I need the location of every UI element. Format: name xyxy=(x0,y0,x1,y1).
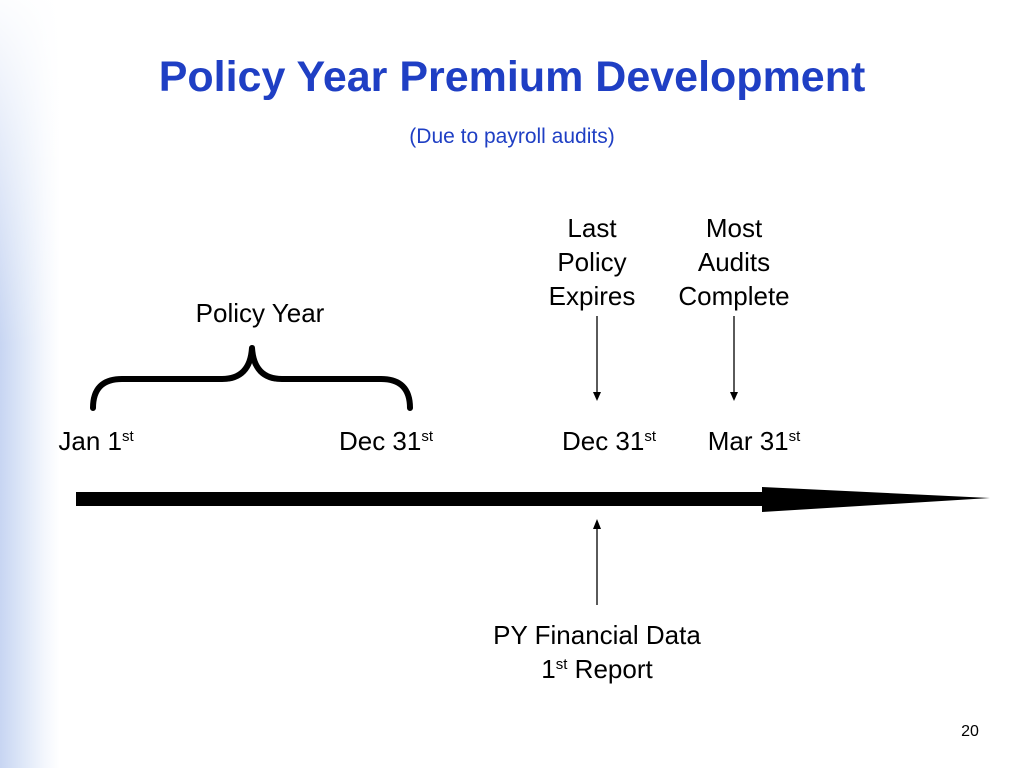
timeline-arrow-head xyxy=(762,487,990,512)
date-jan-1st: Jan 1st xyxy=(44,424,148,458)
report-line-2-rest: Report xyxy=(567,654,653,684)
date-dec-31st-b-suffix: st xyxy=(644,428,657,445)
last-policy-expires-line-3: Expires xyxy=(548,281,636,311)
date-mar-31st-suffix: st xyxy=(788,428,801,445)
last-policy-expires-arrow-head xyxy=(593,392,601,401)
date-jan-1st-text: Jan 1 xyxy=(58,426,122,456)
left-gradient-band-fade xyxy=(0,0,60,768)
py-financial-data-line-2: 1st Report xyxy=(467,652,727,686)
date-jan-1st-suffix: st xyxy=(121,428,134,445)
date-dec-31st-policy-year-end: Dec 31st xyxy=(328,424,444,458)
date-dec-31st-a-suffix: st xyxy=(421,428,434,445)
slide-subtitle: (Due to payroll audits) xyxy=(409,125,615,148)
most-audits-complete-line-1: Most xyxy=(705,213,763,243)
most-audits-complete-arrow-head xyxy=(730,392,738,401)
last-policy-expires-line-1: Last xyxy=(567,213,617,243)
date-dec-31st-a-text: Dec 31 xyxy=(338,426,422,456)
page-number: 20 xyxy=(961,723,979,740)
date-mar-31st-text: Mar 31 xyxy=(707,426,789,456)
most-audits-complete-line-2: Audits xyxy=(697,247,771,277)
slide-title: Policy Year Premium Development xyxy=(158,53,866,101)
last-policy-expires-line-2: Policy xyxy=(557,247,627,277)
py-financial-data-line-1: PY Financial Data xyxy=(493,620,701,650)
py-financial-data-label: PY Financial Data 1st Report xyxy=(467,618,727,686)
policy-year-brace xyxy=(90,345,413,411)
most-audits-complete-label: Most Audits Complete xyxy=(664,211,804,313)
most-audits-complete-line-3: Complete xyxy=(678,281,790,311)
date-dec-31st-b-text: Dec 31 xyxy=(561,426,645,456)
py-financial-data-arrow-head xyxy=(593,519,601,529)
date-dec-31st-last-policy: Dec 31st xyxy=(551,424,667,458)
date-mar-31st: Mar 31st xyxy=(696,424,812,458)
report-ordinal-suffix: st xyxy=(555,656,568,673)
report-ordinal-number: 1 xyxy=(541,654,556,684)
last-policy-expires-label: Last Policy Expires xyxy=(532,211,652,313)
timeline-arrow-shaft xyxy=(76,492,776,506)
policy-year-label: Policy Year xyxy=(195,298,325,328)
